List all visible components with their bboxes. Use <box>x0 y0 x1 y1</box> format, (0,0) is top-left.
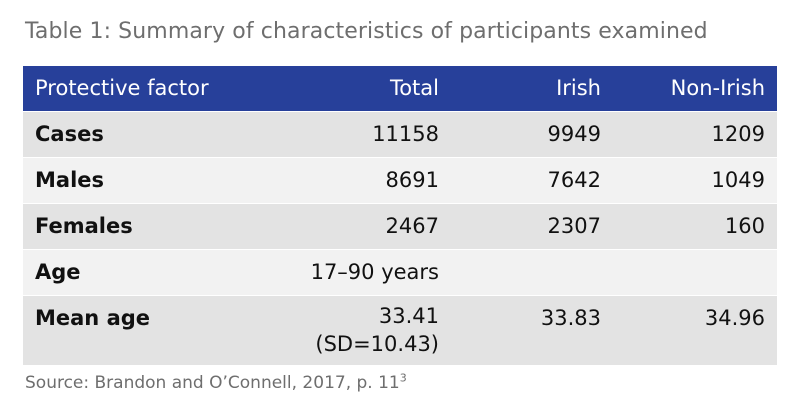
cell-non-irish: 34.96 <box>704 306 765 330</box>
standard-deviation: (SD=10.43) <box>315 332 439 356</box>
cell-irish: 2307 <box>547 214 601 238</box>
row-label: Mean age <box>35 306 151 330</box>
mean-value: 33.41 <box>378 304 439 328</box>
cell-irish: 7642 <box>547 168 601 192</box>
table-row: Cases 11158 9949 1209 <box>23 112 777 158</box>
cell-total: 17–90 years <box>310 260 439 284</box>
table-row: Males 8691 7642 1049 <box>23 158 777 204</box>
cell-irish: 9949 <box>547 122 601 146</box>
row-label: Age <box>35 260 81 284</box>
header-non-irish: Non-Irish <box>670 76 765 100</box>
cell-total: 33.41 (SD=10.43) <box>315 302 439 358</box>
cell-non-irish: 160 <box>724 214 765 238</box>
row-label: Females <box>35 214 133 238</box>
table-caption: Table 1: Summary of characteristics of p… <box>25 19 708 44</box>
header-irish: Irish <box>556 76 601 100</box>
characteristics-table: Protective factor Total Irish Non-Irish … <box>23 66 777 366</box>
cell-total: 2467 <box>385 214 439 238</box>
row-label: Cases <box>35 122 104 146</box>
row-label: Males <box>35 168 105 192</box>
footnote-marker: 3 <box>399 371 407 385</box>
cell-irish: 33.83 <box>540 306 601 330</box>
table-row: Mean age 33.41 (SD=10.43) 33.83 34.96 <box>23 296 777 366</box>
table-row: Females 2467 2307 160 <box>23 204 777 250</box>
cell-non-irish: 1209 <box>711 122 765 146</box>
cell-non-irish: 1049 <box>711 168 765 192</box>
table-header-row: Protective factor Total Irish Non-Irish <box>23 66 777 112</box>
cell-total: 8691 <box>385 168 439 192</box>
table-row: Age 17–90 years <box>23 250 777 296</box>
header-protective-factor: Protective factor <box>35 76 209 100</box>
cell-total: 11158 <box>372 122 439 146</box>
source-text: Source: Brandon and O’Connell, 2017, p. … <box>25 373 400 393</box>
header-total: Total <box>389 76 439 100</box>
source-note: Source: Brandon and O’Connell, 2017, p. … <box>25 371 407 393</box>
